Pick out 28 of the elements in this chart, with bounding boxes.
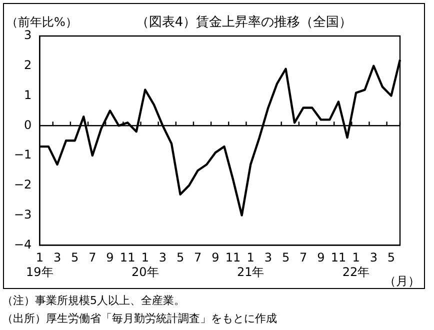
y-tick-label: 3 <box>24 28 32 42</box>
x-tick-label: 1 19年 <box>26 250 54 279</box>
x-tick-label: 3 <box>53 250 62 265</box>
y-tick-label: −2 <box>14 178 32 192</box>
y-axis-title: （前年比%） <box>6 15 78 29</box>
y-tick-label: −3 <box>14 207 32 222</box>
x-tick-label: 9 <box>317 250 325 265</box>
text: （注）事業所規模5人以上、全産業。 <box>2 293 186 309</box>
x-tick-label: 3 <box>158 250 167 265</box>
text: （出所）厚生労働省「毎月勤労統計調査」をもとに作成 <box>2 311 277 327</box>
x-axis-title: （月） <box>384 274 420 288</box>
x-tick-label: 3 <box>370 250 378 265</box>
y-tick-label: 2 <box>24 58 32 72</box>
y-tick-label: 0 <box>24 118 32 132</box>
x-tick-label: 7 <box>194 250 202 265</box>
x-tick-label: 7 <box>300 250 308 265</box>
chart-title: （図表4）賃金上昇率の推移（全国） <box>136 14 352 30</box>
x-tick-label: 5 <box>282 250 290 265</box>
x-tick-label: 5 <box>176 250 184 265</box>
y-tick-label: 1 <box>24 88 32 102</box>
x-tick-label: 9 <box>212 250 220 265</box>
x-tick-label: 5 <box>387 250 396 265</box>
y-tick-label: −4 <box>14 237 32 252</box>
x-tick-label: 9 <box>106 250 114 265</box>
x-tick-label: 3 <box>264 250 272 265</box>
y-tick-label: −1 <box>14 148 32 162</box>
x-tick-label: 5 <box>71 250 79 265</box>
x-tick-label: 7 <box>88 250 96 265</box>
